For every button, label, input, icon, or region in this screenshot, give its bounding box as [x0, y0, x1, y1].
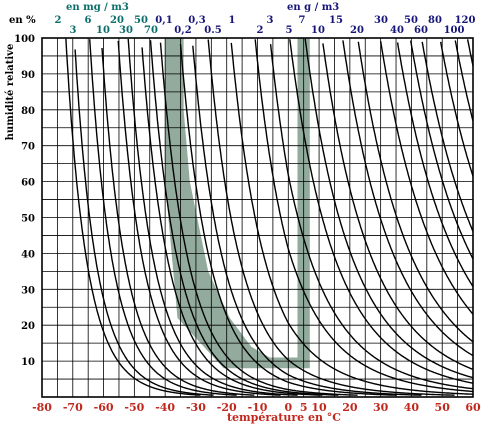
top-label-g-lower: 20 [350, 25, 364, 36]
y-tick-label: 70 [21, 142, 35, 153]
x-tick-label: 60 [465, 401, 481, 414]
top-label-g-upper: 3 [267, 15, 274, 26]
isoline-curve [101, 47, 255, 396]
top-label-g-lower: 0,2 [174, 25, 191, 36]
isoline-curve [396, 42, 474, 287]
top-label-g-lower: 5 [286, 25, 293, 36]
isoline-curve [89, 39, 237, 396]
isoline-curve [379, 40, 474, 315]
x-tick-label: 20 [342, 401, 358, 414]
x-tick-label: -30 [186, 401, 206, 414]
isoline-curve [322, 43, 474, 371]
x-tick-label: -20 [217, 401, 237, 414]
isoline-curve [454, 40, 474, 122]
grid-layer [41, 37, 474, 398]
isoline-curve [207, 39, 455, 396]
x-tick-label: -60 [94, 401, 114, 414]
y-tick-label: 60 [21, 178, 35, 189]
x-tick-label: -80 [32, 401, 52, 414]
y-tick-label: 10 [21, 357, 35, 368]
top-label-mg-lower: 3 [70, 25, 77, 36]
isoline-curve [192, 45, 422, 396]
x-tick-label: -70 [63, 401, 83, 414]
isoline-curve [421, 41, 474, 232]
isoline-curve [179, 44, 397, 396]
x-tick-label: 40 [404, 401, 420, 414]
isoline-curve [149, 40, 339, 396]
y-tick-label: 80 [21, 106, 35, 117]
x-tick-label: -50 [124, 401, 144, 414]
isoline-curve [141, 47, 323, 396]
top-label-mg-upper: 50 [134, 15, 148, 26]
top-label-g-lower: 10 [311, 25, 325, 36]
top-label-mg-lower: 30 [119, 25, 133, 36]
y-tick-label: 40 [21, 249, 35, 260]
top-label-mg-lower: 70 [144, 25, 158, 36]
isoline-curve [466, 39, 474, 66]
isoline-curve [254, 39, 474, 393]
isoline-curve [269, 44, 474, 390]
x-tick-label: 10 [311, 401, 327, 414]
top-label-mg-upper: 6 [85, 15, 92, 26]
x-tick-label: 50 [435, 401, 451, 414]
top-label-g-upper: 120 [455, 15, 476, 26]
x-tick-label: 30 [373, 401, 389, 414]
isoline-layer [65, 38, 474, 396]
isoline-curve [230, 42, 473, 395]
mg-unit-header: en mg / m3 [66, 2, 129, 13]
axis-layer [41, 37, 474, 398]
top-label-g-upper: 80 [428, 15, 442, 26]
isoline-curve [357, 41, 474, 343]
y-axis-title: humidité relative [5, 44, 16, 141]
g-unit-header: en g / m3 [287, 2, 339, 13]
y-tick-label: 20 [21, 321, 35, 332]
top-label-g-upper: 0,1 [155, 15, 172, 26]
top-label-g-lower: 2 [257, 25, 264, 36]
isoline-curve [117, 40, 281, 396]
y-tick-label: 90 [21, 70, 35, 81]
x-tick-label: -40 [155, 401, 175, 414]
top-label-g-lower: 40 [390, 25, 404, 36]
isoline-curve [159, 42, 358, 396]
top-label-g-upper: 0,3 [188, 15, 205, 26]
highlight-region-layer [165, 38, 310, 369]
y-tick-label: 100 [14, 34, 35, 45]
x-tick-label: 0 [284, 401, 292, 414]
highlight-region [165, 38, 310, 369]
top-label-mg-upper: 20 [110, 15, 124, 26]
top-label-mg-upper: 2 [55, 15, 62, 26]
isoline-curve [289, 39, 474, 384]
isoline-curve [65, 38, 201, 396]
top-label-g-upper: 30 [374, 15, 388, 26]
y-unit-label: en % [9, 15, 36, 26]
top-label-mg-lower: 10 [96, 25, 110, 36]
top-label-g-upper: 1 [229, 15, 236, 26]
isoline-curve [304, 38, 474, 379]
isoline-curve [74, 49, 214, 396]
y-tick-label: 30 [21, 285, 35, 296]
top-label-g-lower: 0.5 [204, 25, 221, 36]
top-label-g-upper: 7 [299, 15, 306, 26]
isoline-curve [440, 41, 474, 177]
isoline-curve [410, 40, 474, 260]
top-label-g-upper: 50 [404, 15, 418, 26]
x-tick-label: 5 [300, 401, 308, 414]
x-tick-label: -10 [248, 401, 268, 414]
plot-frame [41, 37, 474, 398]
x-axis-title: température en °C [227, 411, 341, 424]
top-label-g-lower: 100 [444, 25, 465, 36]
isoline-curve [342, 40, 474, 357]
isoline-curve [127, 38, 298, 396]
top-label-g-upper: 15 [329, 15, 343, 26]
label-layer: humidité relative en % en mg / m3 en g /… [5, 2, 481, 424]
y-tick-label: 50 [21, 214, 35, 225]
top-label-g-lower: 60 [414, 25, 428, 36]
